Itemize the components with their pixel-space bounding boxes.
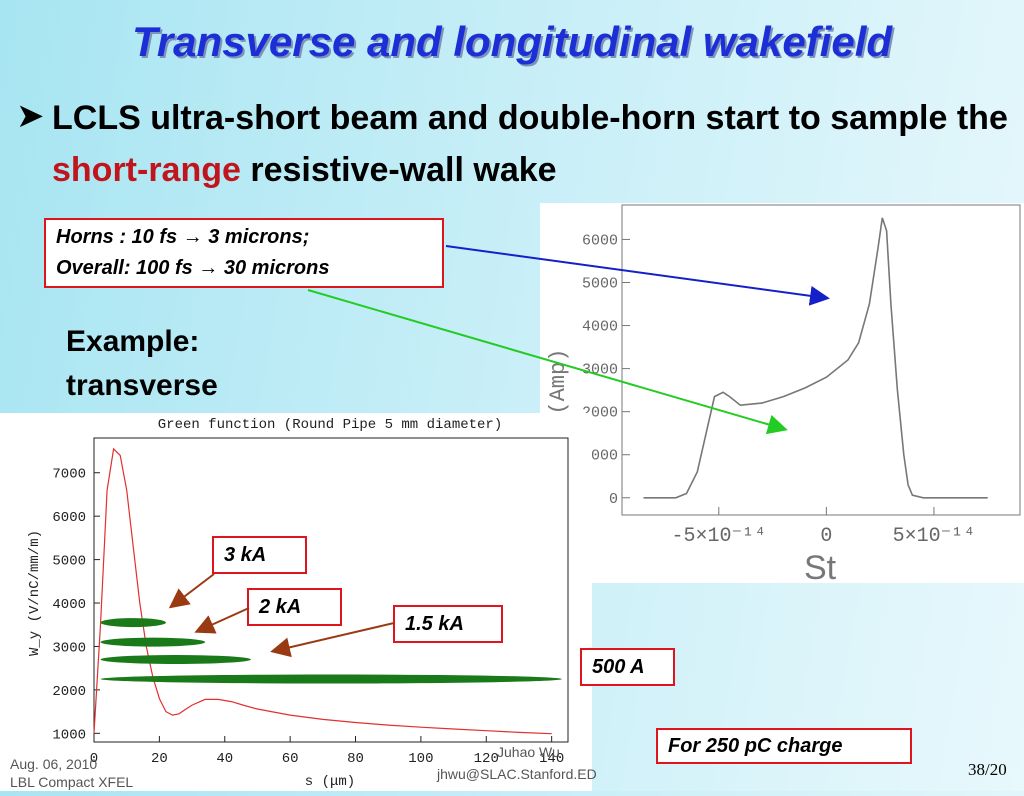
wake-x-tick-label: 100: [408, 751, 433, 767]
current-plot-frame: [621, 204, 1021, 516]
wake-y-tick-label: 3000: [52, 640, 86, 656]
wake-plot-frame: [93, 437, 569, 743]
callout-2ka: 2 kA: [247, 588, 342, 626]
wake-y-tick-label: 1000: [52, 727, 86, 743]
example-label: Example: transverse: [66, 320, 218, 408]
wake-x-tick-label: 80: [347, 751, 364, 767]
wake-y-tick-label: 5000: [52, 554, 86, 570]
bunch-profile: [100, 637, 206, 647]
current-x-axis-label: St: [804, 549, 837, 583]
wake-x-tick-label: 20: [151, 751, 168, 767]
current-profile-line: [643, 217, 988, 499]
wake-y-axis-label: W_y (V/nC/mm/m): [27, 530, 43, 656]
wake-curve: [93, 447, 552, 735]
wake-x-axis-label: s (μm): [305, 774, 355, 790]
bullet-suffix: resistive-wall wake: [240, 151, 557, 189]
wake-x-tick-label: 0: [90, 751, 98, 767]
bullet-arrow-icon: ➤: [16, 97, 45, 135]
footer-date: Aug. 06, 2010: [10, 756, 98, 772]
slide-title: Transverse and longitudinal wakefield: [131, 18, 893, 65]
example-line-1: Example:: [66, 325, 200, 358]
current-y-tick-label: 4000: [582, 319, 618, 336]
wake-x-tick-label: 40: [216, 751, 233, 767]
wake-x-tick-label: 120: [474, 751, 499, 767]
callout-3ka: 3 kA: [212, 536, 307, 574]
current-x-tick-label: -5×10⁻¹⁴: [672, 525, 767, 548]
bunch-profile: [100, 674, 563, 684]
current-x-tick-label: 0: [820, 525, 832, 548]
bunch-profile: [100, 654, 251, 664]
footer-venue: LBL Compact XFEL: [10, 774, 134, 790]
wake-y-tick-label: 7000: [52, 467, 86, 483]
horns-callout-line-1: Horns : 10 fs → 3 microns;: [56, 226, 310, 248]
current-y-tick-label: 0: [609, 491, 618, 508]
bullet-prefix: LCLS ultra-short beam and double-horn st…: [52, 99, 1008, 137]
wake-y-tick-label: 6000: [52, 510, 86, 526]
horns-callout-line-2: Overall: 100 fs → 30 microns: [56, 257, 330, 279]
wake-y-tick-label: 2000: [52, 684, 86, 700]
footer-page: 38/20: [968, 760, 1007, 779]
current-y-tick-label: 6000: [582, 232, 618, 249]
current-profile-panel: 0 1000 2000 3000 4000 5000 6000 -5×10⁻¹⁴ 0 5×10⁻…: [540, 203, 1024, 587]
footer-email: jhwu@SLAC.Stanford.ED: [437, 766, 597, 782]
current-y-tick-label: 5000: [582, 276, 618, 293]
callout-1-5ka: 1.5 kA: [393, 605, 503, 643]
horns-callout: Horns : 10 fs → 3 microns; Overall: 100 …: [44, 218, 444, 288]
callout-500a: 500 A: [580, 648, 675, 686]
footer-author: Juhao Wu: [497, 744, 560, 760]
current-x-tick-label: 5×10⁻¹⁴: [893, 525, 976, 548]
wake-x-tick-label: 140: [539, 751, 564, 767]
bullet-highlight: short-range: [52, 151, 241, 189]
charge-callout: For 250 pC charge: [656, 728, 912, 764]
wake-chart-title: Green function (Round Pipe 5 mm diameter…: [158, 417, 502, 433]
current-y-tick-label: 3000: [582, 362, 618, 379]
wake-y-tick-label: 4000: [52, 597, 86, 613]
bunch-profile: [100, 618, 166, 628]
wake-x-tick-label: 60: [282, 751, 299, 767]
bullet-text: LCLS ultra-short beam and double-horn st…: [52, 92, 1022, 196]
example-line-2: transverse: [66, 369, 218, 402]
